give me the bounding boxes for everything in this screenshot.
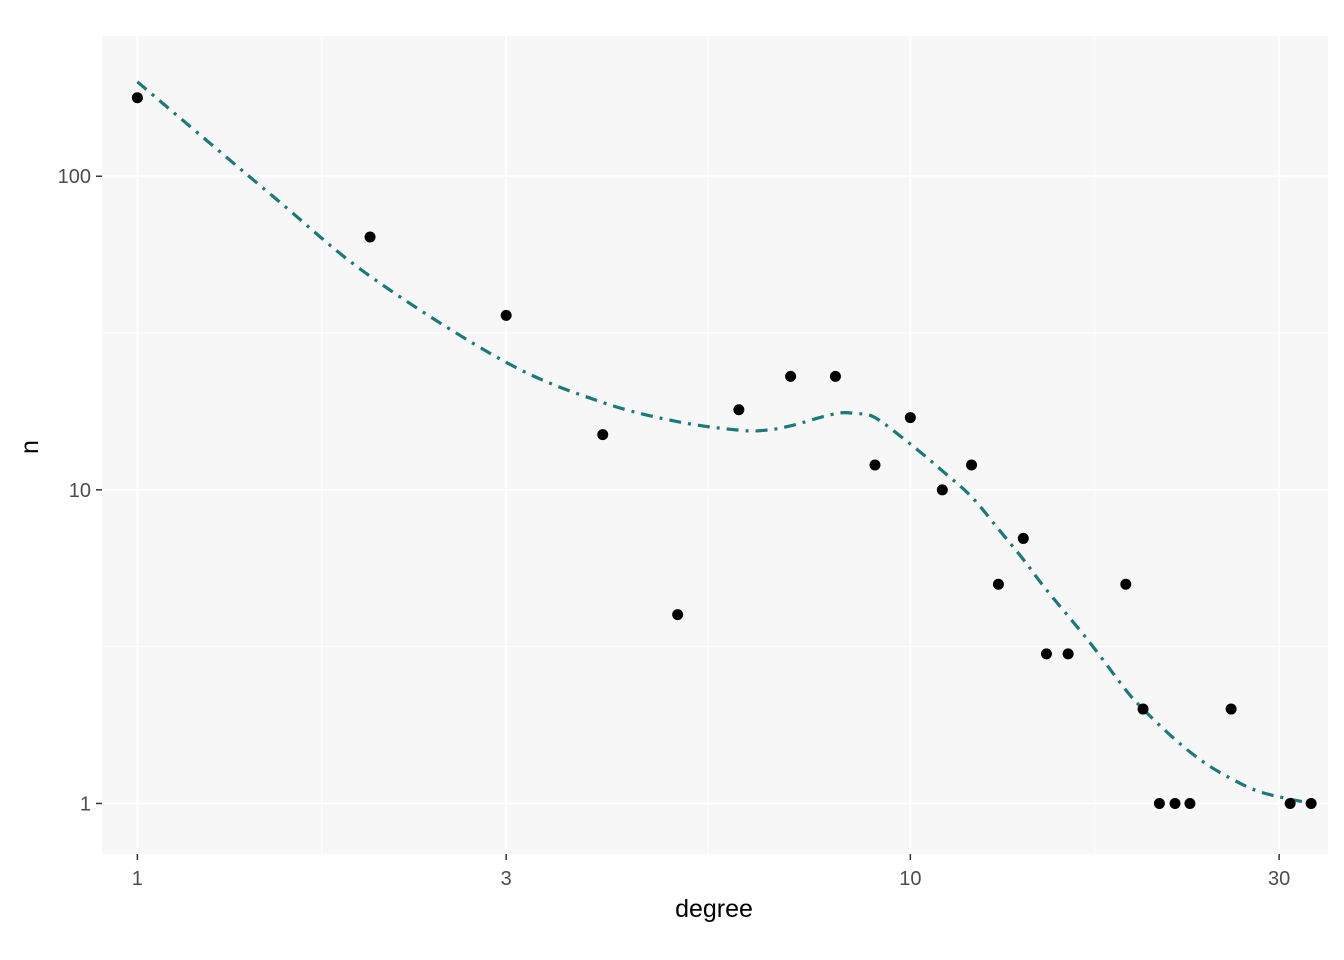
data-point (829, 370, 841, 382)
data-point (364, 231, 376, 243)
data-points (131, 92, 1317, 809)
data-point (1137, 703, 1149, 715)
data-point (1184, 797, 1196, 809)
data-point (131, 92, 143, 104)
data-point (597, 429, 609, 441)
data-point (936, 484, 948, 496)
x-tick-label: 30 (1268, 868, 1290, 890)
data-point (992, 578, 1004, 590)
y-axis-title: n (16, 440, 44, 454)
data-point (966, 459, 978, 471)
plot-panel (102, 36, 1328, 854)
y-tick-label: 1 (80, 793, 91, 815)
grid-lines (102, 36, 1328, 854)
data-point (785, 370, 797, 382)
smooth-line (136, 80, 1312, 806)
y-tick-label: 10 (69, 480, 91, 502)
data-point (1153, 797, 1165, 809)
data-point (1062, 648, 1074, 660)
x-axis-title: degree (675, 895, 753, 923)
data-point (1120, 578, 1132, 590)
data-point (904, 412, 916, 424)
data-point (1284, 797, 1296, 809)
data-point (1305, 797, 1317, 809)
x-tick-label: 3 (501, 868, 512, 890)
smooth-trend (136, 80, 1312, 806)
x-tick-label: 10 (899, 868, 921, 890)
data-point (869, 459, 881, 471)
data-point (1225, 703, 1237, 715)
data-point (1040, 648, 1052, 660)
data-point (1169, 797, 1181, 809)
data-point (500, 309, 512, 321)
data-point (1017, 532, 1029, 544)
y-tick-label: 100 (58, 166, 91, 188)
data-point (733, 404, 745, 416)
x-tick-label: 1 (132, 868, 143, 890)
axis-ticks: 1 3 10 30 1 10 100 (58, 166, 1291, 890)
data-point (672, 609, 684, 621)
